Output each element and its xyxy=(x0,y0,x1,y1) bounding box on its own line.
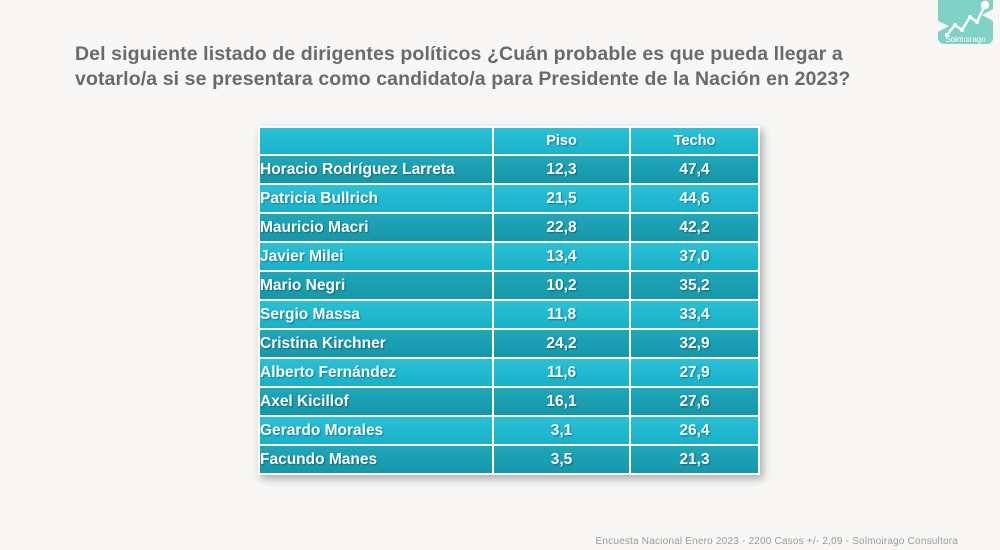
techo-value-cell: 26,4 xyxy=(631,417,758,444)
techo-value-cell: 44,6 xyxy=(631,185,758,212)
techo-value-cell: 47,4 xyxy=(631,156,758,183)
logo-left-notch xyxy=(938,21,949,32)
logo-right-notch xyxy=(982,9,993,21)
piso-value-cell: 24,2 xyxy=(494,330,629,357)
table-row: Alberto Fernández 11,6 27,9 xyxy=(260,359,758,386)
piso-value-cell: 22,8 xyxy=(494,214,629,241)
footer-note: Encuesta Nacional Enero 2023 - 2200 Caso… xyxy=(595,536,958,547)
techo-value-cell: 27,9 xyxy=(631,359,758,386)
table-row: Horacio Rodríguez Larreta 12,3 47,4 xyxy=(260,156,758,183)
piso-value-cell: 16,1 xyxy=(494,388,629,415)
candidate-name-cell: Sergio Massa xyxy=(260,301,492,328)
piso-value-cell: 11,8 xyxy=(494,301,629,328)
candidate-name-cell: Horacio Rodríguez Larreta xyxy=(260,156,492,183)
candidate-name-cell: Facundo Manes xyxy=(260,446,492,473)
techo-value-cell: 21,3 xyxy=(631,446,758,473)
header-piso: Piso xyxy=(494,128,629,154)
techo-value-cell: 27,6 xyxy=(631,388,758,415)
techo-value-cell: 37,0 xyxy=(631,243,758,270)
table-row: Patricia Bullrich 21,5 44,6 xyxy=(260,185,758,212)
candidate-name-cell: Mauricio Macri xyxy=(260,214,492,241)
logo-trend-line-icon xyxy=(944,0,990,38)
candidate-name-cell: Alberto Fernández xyxy=(260,359,492,386)
techo-value-cell: 33,4 xyxy=(631,301,758,328)
techo-value-cell: 42,2 xyxy=(631,214,758,241)
poll-table: Piso Techo Horacio Rodríguez Larreta 12,… xyxy=(258,126,760,475)
piso-value-cell: 10,2 xyxy=(494,272,629,299)
candidate-name-cell: Gerardo Morales xyxy=(260,417,492,444)
candidate-name-cell: Javier Milei xyxy=(260,243,492,270)
solmoirago-logo: Solmoirago xyxy=(937,0,995,49)
piso-value-cell: 11,6 xyxy=(494,359,629,386)
candidate-name-cell: Patricia Bullrich xyxy=(260,185,492,212)
table-row: Sergio Massa 11,8 33,4 xyxy=(260,301,758,328)
table-row: Gerardo Morales 3,1 26,4 xyxy=(260,417,758,444)
title-line-1: Del siguiente listado de dirigentes polí… xyxy=(75,43,843,65)
candidate-name-cell: Axel Kicillof xyxy=(260,388,492,415)
logo-square xyxy=(938,0,993,44)
techo-value-cell: 35,2 xyxy=(631,272,758,299)
candidate-name-cell: Cristina Kirchner xyxy=(260,330,492,357)
header-techo: Techo xyxy=(631,128,758,154)
header-empty-cell xyxy=(260,128,492,154)
piso-value-cell: 3,1 xyxy=(494,417,629,444)
table-row: Cristina Kirchner 24,2 32,9 xyxy=(260,330,758,357)
page-title: Del siguiente listado de dirigentes polí… xyxy=(75,42,905,92)
techo-value-cell: 32,9 xyxy=(631,330,758,357)
table-row: Axel Kicillof 16,1 27,6 xyxy=(260,388,758,415)
title-line-2: votarlo/a si se presentara como candidat… xyxy=(75,67,851,90)
table-row: Facundo Manes 3,5 21,3 xyxy=(260,446,758,473)
piso-value-cell: 13,4 xyxy=(494,243,629,270)
table-row: Mauricio Macri 22,8 42,2 xyxy=(260,214,758,241)
piso-value-cell: 21,5 xyxy=(494,185,629,212)
table-row: Javier Milei 13,4 37,0 xyxy=(260,243,758,270)
piso-value-cell: 3,5 xyxy=(494,446,629,473)
table-row: Mario Negri 10,2 35,2 xyxy=(260,272,758,299)
logo-text: Solmoirago xyxy=(945,35,986,44)
table-header-row: Piso Techo xyxy=(260,128,758,154)
piso-value-cell: 12,3 xyxy=(494,156,629,183)
candidate-name-cell: Mario Negri xyxy=(260,272,492,299)
logo-graphic: Solmoirago xyxy=(938,0,993,44)
